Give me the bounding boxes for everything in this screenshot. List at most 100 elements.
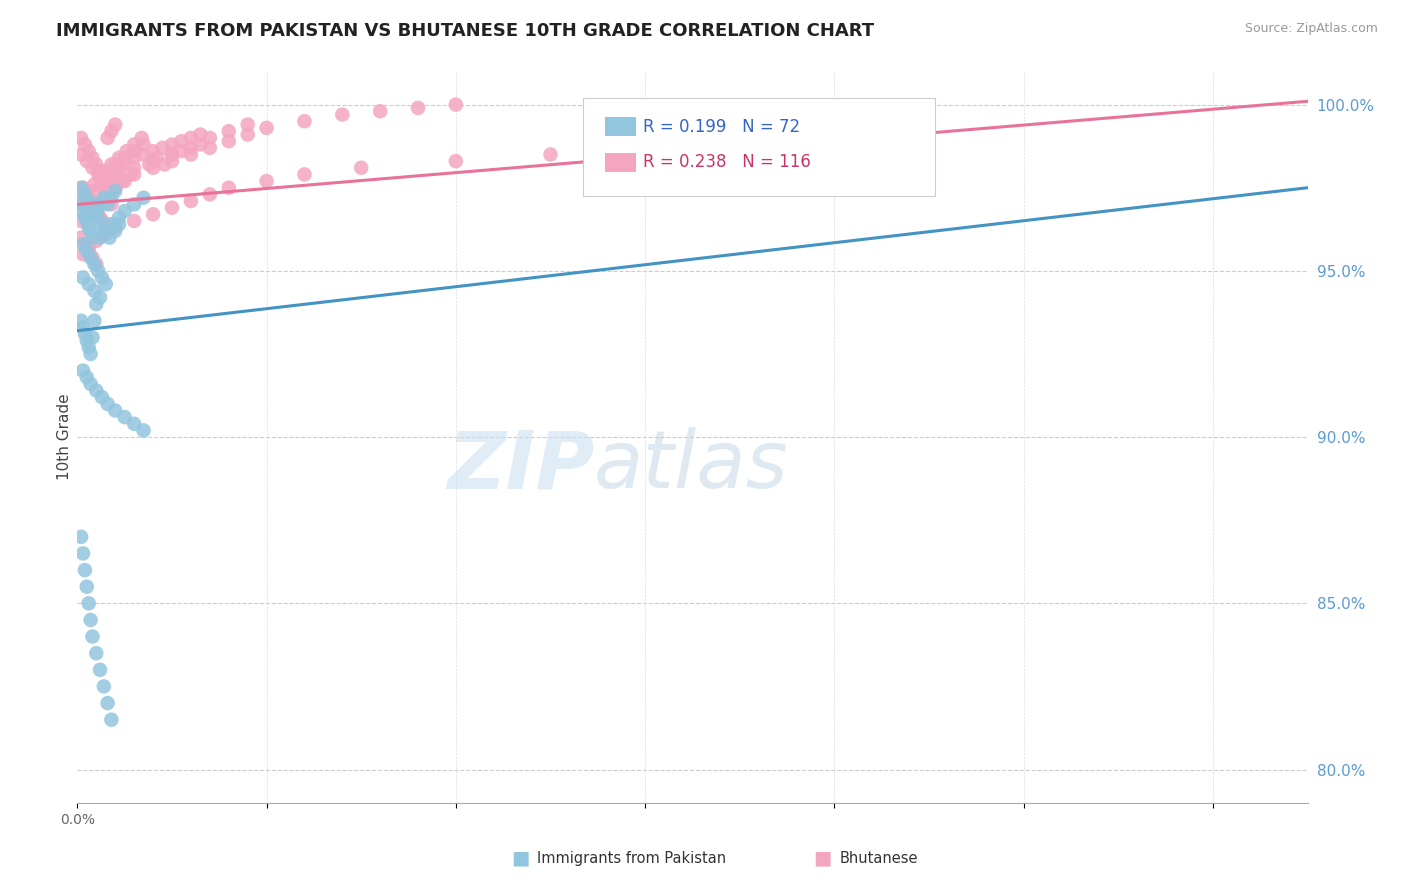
Point — [120, 168, 142, 182]
Point — [406, 101, 429, 115]
Point — [79, 376, 101, 391]
Point — [188, 128, 212, 142]
Point — [79, 251, 101, 265]
Point — [198, 131, 221, 145]
Point — [76, 244, 98, 258]
Point — [83, 284, 105, 298]
Point — [72, 191, 94, 205]
Point — [188, 137, 212, 152]
Point — [108, 217, 131, 231]
Point — [160, 201, 183, 215]
Point — [87, 168, 110, 182]
Point — [104, 180, 127, 194]
Point — [70, 214, 93, 228]
Point — [84, 204, 107, 219]
Point — [104, 224, 127, 238]
Point — [93, 174, 115, 188]
Point — [122, 151, 145, 165]
Point — [138, 157, 160, 171]
Point — [76, 334, 98, 348]
Point — [83, 257, 105, 271]
Point — [122, 214, 145, 228]
Point — [142, 207, 165, 221]
Point — [132, 147, 155, 161]
Point — [160, 147, 183, 161]
Point — [100, 157, 122, 171]
Point — [76, 187, 98, 202]
Point — [180, 194, 202, 208]
Point — [104, 403, 127, 417]
Point — [146, 151, 169, 165]
Point — [82, 230, 104, 244]
Point — [79, 613, 101, 627]
Point — [77, 220, 100, 235]
Point — [114, 204, 136, 219]
Point — [97, 217, 120, 231]
Text: Bhutanese: Bhutanese — [839, 851, 918, 865]
Point — [77, 596, 100, 610]
Point — [170, 134, 193, 148]
Point — [160, 147, 183, 161]
Point — [82, 151, 104, 165]
Point — [77, 241, 100, 255]
Point — [94, 227, 117, 242]
Point — [97, 131, 120, 145]
Point — [94, 224, 117, 238]
Point — [84, 157, 107, 171]
Point — [111, 174, 134, 188]
Point — [97, 197, 120, 211]
Point — [94, 277, 117, 292]
Point — [94, 164, 117, 178]
Point — [444, 154, 467, 169]
Point — [115, 144, 138, 158]
Point — [84, 194, 107, 208]
Point — [94, 187, 117, 202]
Point — [294, 114, 316, 128]
Point — [77, 277, 100, 292]
Text: atlas: atlas — [595, 427, 789, 506]
Point — [104, 184, 127, 198]
Point — [100, 191, 122, 205]
Point — [114, 154, 136, 169]
Point — [218, 124, 240, 138]
Point — [73, 326, 96, 341]
Point — [131, 131, 153, 145]
Point — [82, 251, 104, 265]
Point — [73, 137, 96, 152]
Point — [76, 154, 98, 169]
Point — [108, 161, 131, 175]
Point — [72, 204, 94, 219]
Point — [77, 244, 100, 258]
Point — [76, 370, 98, 384]
Point — [83, 178, 105, 192]
Point — [114, 410, 136, 425]
Point — [160, 137, 183, 152]
Text: Immigrants from Pakistan: Immigrants from Pakistan — [537, 851, 727, 865]
Point — [160, 154, 183, 169]
Point — [84, 297, 107, 311]
Point — [84, 646, 107, 660]
Point — [93, 170, 115, 185]
Y-axis label: 10th Grade: 10th Grade — [56, 393, 72, 481]
Point — [94, 180, 117, 194]
Point — [153, 157, 176, 171]
Point — [89, 214, 111, 228]
Point — [108, 211, 131, 225]
Point — [76, 207, 98, 221]
Point — [122, 197, 145, 211]
Point — [114, 174, 136, 188]
Point — [73, 563, 96, 577]
Point — [82, 201, 104, 215]
Point — [180, 147, 202, 161]
Point — [142, 154, 165, 169]
Point — [87, 264, 110, 278]
Text: R = 0.238   N = 116: R = 0.238 N = 116 — [643, 153, 810, 171]
Point — [104, 220, 127, 235]
Point — [93, 680, 115, 694]
Point — [76, 580, 98, 594]
Point — [73, 237, 96, 252]
Point — [89, 170, 111, 185]
Point — [90, 270, 114, 285]
Point — [132, 424, 155, 438]
Point — [72, 237, 94, 252]
